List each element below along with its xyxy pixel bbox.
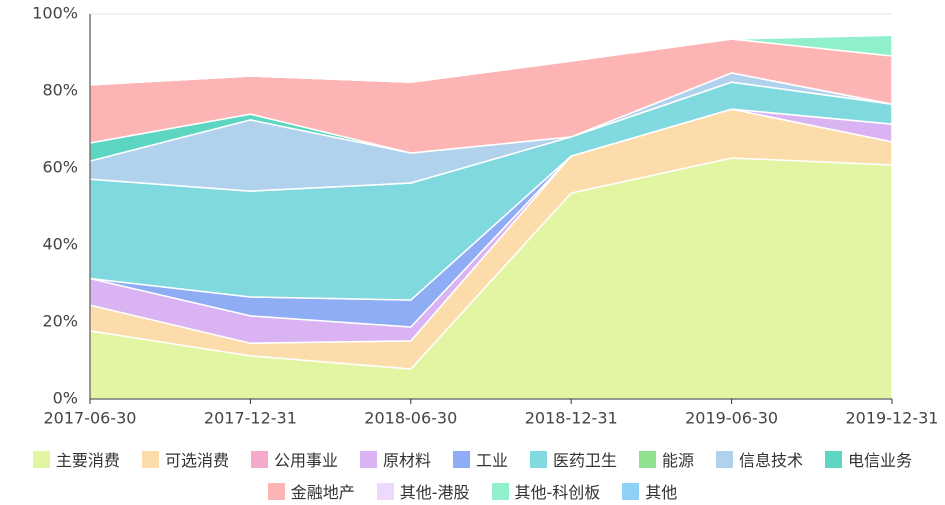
legend-item[interactable]: 信息技术 <box>716 446 803 472</box>
legend-swatch <box>267 482 285 500</box>
x-tick-label: 2018-06-30 <box>364 409 457 428</box>
x-tick-label: 2018-12-31 <box>525 409 618 428</box>
y-tick-label: 40% <box>42 235 78 254</box>
legend-swatch <box>825 450 843 468</box>
legend-label: 金融地产 <box>290 483 355 502</box>
legend-label: 可选消费 <box>164 451 229 470</box>
legend-label: 公用事业 <box>273 451 338 470</box>
area <box>89 34 893 86</box>
legend-swatch <box>622 482 640 500</box>
legend-swatch <box>359 450 377 468</box>
legend-swatch <box>250 450 268 468</box>
legend-swatch <box>32 450 50 468</box>
legend-swatch <box>716 450 734 468</box>
legend-item[interactable]: 公用事业 <box>250 446 338 472</box>
y-tick-label: 100% <box>32 4 78 23</box>
legend-item[interactable]: 主要消费 <box>32 446 120 472</box>
legend-item[interactable]: 可选消费 <box>141 446 229 472</box>
legend: 主要消费 可选消费 公用事业 原材料 工业 医药卫生 能源 信息技术 电信业务金融地产 其他-港股… <box>0 446 945 504</box>
legend-item[interactable]: 医药卫生 <box>530 446 617 472</box>
x-tick-label: 2019-12-31 <box>846 409 939 428</box>
legend-item[interactable]: 能源 <box>639 446 694 472</box>
legend-label: 其他-港股 <box>399 483 470 502</box>
legend-label: 主要消费 <box>55 451 120 470</box>
x-tick-label: 2017-12-31 <box>204 409 297 428</box>
x-tick-label: 2017-06-30 <box>44 409 137 428</box>
legend-item[interactable]: 金融地产 <box>267 478 355 504</box>
legend-item[interactable]: 电信业务 <box>825 446 912 472</box>
y-tick-label: 20% <box>42 312 78 331</box>
legend-swatch <box>376 482 394 500</box>
legend-label: 工业 <box>475 451 508 470</box>
legend-swatch <box>141 450 159 468</box>
legend-item[interactable]: 工业 <box>452 446 508 472</box>
legend-label: 医药卫生 <box>553 451 618 470</box>
legend-label: 能源 <box>662 451 695 470</box>
legend-swatch <box>639 450 657 468</box>
legend-item[interactable]: 原材料 <box>359 446 431 472</box>
legend-label: 其他 <box>645 483 678 502</box>
legend-swatch <box>452 450 470 468</box>
legend-item[interactable]: 其他 <box>622 478 677 504</box>
legend-swatch <box>491 482 509 500</box>
legend-label: 其他-科创板 <box>514 483 601 502</box>
chart: 0% 20% 40% 60% 80% 100% 2017-06-30 2017-12-31 20… <box>32 4 939 428</box>
y-tick-label: 60% <box>42 158 78 177</box>
legend-label: 原材料 <box>382 451 431 470</box>
legend-label: 电信业务 <box>848 451 913 470</box>
legend-swatch <box>530 450 547 468</box>
y-tick-label: 80% <box>42 81 78 100</box>
x-tick-label: 2019-06-30 <box>685 409 778 428</box>
y-tick-label: 0% <box>53 389 78 408</box>
legend-item[interactable]: 其他-港股 <box>376 478 470 504</box>
legend-label: 信息技术 <box>739 451 804 470</box>
legend-item[interactable]: 其他-科创板 <box>491 478 601 504</box>
